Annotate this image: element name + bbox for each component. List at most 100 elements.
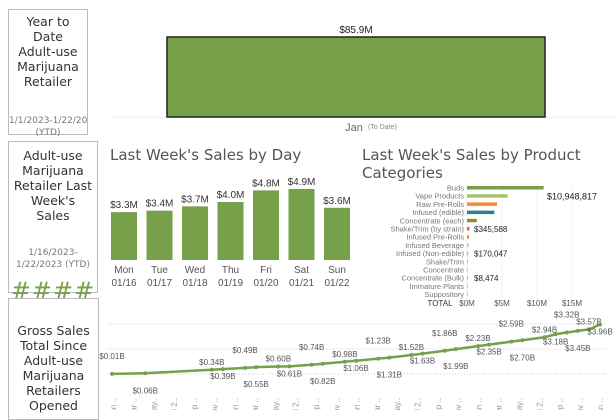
- category-x-tick: $5M: [494, 299, 510, 308]
- daily-bar-label: $3.6M: [323, 196, 351, 207]
- gross-sales-point: [143, 371, 148, 376]
- daily-bar-label: $3.7M: [181, 194, 209, 205]
- line-x-tick: Mar ..: [251, 398, 260, 410]
- lastweek-card-range2: 1/22/2023 (YTD): [16, 260, 90, 270]
- gross-sales-label: $0.34B: [199, 358, 224, 367]
- category-bar: [467, 210, 495, 215]
- daily-chart-title: Last Week's Sales by Day: [110, 146, 302, 164]
- line-x-tick: Jan ..: [474, 398, 483, 410]
- category-bar: [467, 259, 468, 264]
- line-x-tick: Sep ..: [190, 398, 199, 410]
- gross-sales-label: $2.59B: [499, 320, 524, 329]
- gross-sales-point: [442, 348, 447, 353]
- ytd-card-title: Year to Date Adult-use Marijuana Retaile…: [17, 14, 79, 89]
- line-x-tick: Nov ..: [332, 398, 341, 410]
- line-x-tick: May..: [271, 398, 280, 410]
- daily-bar-label: $3.3M: [110, 200, 138, 211]
- line-x-tick: Sep ..: [434, 398, 443, 410]
- category-label: Suppository: [424, 290, 464, 299]
- ytd-x-tick: Jan: [345, 122, 363, 134]
- gross-sales-label: $0.82B: [310, 377, 335, 386]
- gross-sales-point: [254, 365, 259, 370]
- line-x-tick: Jul 2..: [414, 398, 423, 410]
- gross-sales-line: [111, 323, 601, 376]
- ytd-bar: [166, 36, 546, 118]
- line-x-tick: May..: [150, 398, 159, 410]
- category-label: Concentrate (Bulk): [401, 274, 464, 283]
- daily-bar-label: $4.0M: [217, 190, 245, 201]
- line-x-tick: Jul 2..: [292, 398, 301, 410]
- gross-sales-label: $2.35B: [476, 348, 501, 357]
- gross-sales-point: [354, 358, 358, 363]
- daily-day-tick: Sat: [294, 265, 309, 276]
- gross-sales-point: [309, 362, 314, 367]
- gross-sales-label: $1.23B: [366, 337, 391, 346]
- category-bar: [467, 284, 468, 288]
- category-label: Vape Products: [415, 192, 464, 201]
- daily-day-tick: Fri: [260, 265, 272, 276]
- line-x-tick: May..: [515, 398, 524, 410]
- daily-bar: [146, 210, 173, 260]
- line-x-tick: Mar ..: [373, 398, 382, 410]
- gross-sales-label: $0.61B: [277, 369, 302, 378]
- gross-sales-label: $1.06B: [343, 364, 368, 373]
- line-x-tick: Mar ..: [495, 398, 504, 410]
- ytd-x-subtick: (To Date): [368, 124, 397, 131]
- category-label: Concentrate: [423, 266, 464, 275]
- gross-sales-label: $3.96B: [587, 328, 612, 337]
- category-bar: [467, 235, 470, 239]
- gross-sales-point: [409, 353, 414, 357]
- gross-sales-label: $0.98B: [332, 350, 357, 359]
- ytd-card-range: 1/1/2023-1/22/2023: [9, 116, 87, 126]
- ytd-card-range2: (YTD): [35, 128, 61, 138]
- category-bar: [467, 276, 468, 280]
- gross-sales-point: [598, 322, 602, 327]
- gross-sales-point: [209, 367, 214, 372]
- daily-bar: [182, 206, 208, 260]
- daily-date-tick: 01/17: [147, 278, 172, 289]
- gross-sales-point: [320, 361, 325, 366]
- category-label: Raw Pre-Rolls: [416, 200, 464, 209]
- daily-bar-label: $4.8M: [252, 178, 280, 189]
- gross-sales-label: $0.74B: [299, 343, 324, 352]
- category-bar: [467, 186, 544, 190]
- gross-sales-label: $1.86B: [432, 329, 457, 338]
- gross-sales-label: $3.32B: [554, 311, 579, 320]
- category-bar: [467, 227, 470, 231]
- gross-sales-point: [376, 356, 381, 361]
- gross-card-title: Gross Sales Total Since Adult-use Mariju…: [17, 323, 90, 413]
- line-x-tick: Jul 2..: [535, 398, 544, 410]
- lastweek-card: Adult-use Marijuana Retailer Last Week's…: [8, 141, 98, 305]
- gross-sales-point: [487, 342, 492, 347]
- gross-sales-label: $0.06B: [133, 386, 158, 395]
- daily-bar-label: $4.9M: [288, 177, 316, 188]
- gross-sales-point: [575, 328, 580, 333]
- category-label: Infused (Non-edible): [396, 249, 464, 258]
- category-chart-title: Last Week's Sales by Product Categories: [362, 146, 581, 182]
- gross-sales-label: $2.23B: [465, 334, 490, 343]
- line-x-tick: Nov ..: [454, 398, 463, 410]
- line-x-tick: May..: [393, 398, 402, 410]
- category-bar: [467, 194, 508, 198]
- category-bar: [467, 251, 469, 256]
- category-x-tick: $15M: [562, 299, 582, 308]
- charts-canvas: $85.9M Jan (To Date) $3.3M Mon 01/16 $3.4M Tue 0…: [99, 25, 615, 410]
- category-value-label: $345,588: [474, 225, 508, 234]
- line-x-tick: Jan ..: [231, 398, 240, 410]
- gross-sales-label: $1.63B: [410, 357, 435, 366]
- line-x-tick: Jul 2..: [170, 398, 179, 410]
- category-label: Shake/Trim (by strain): [391, 225, 465, 234]
- daily-bar: [324, 207, 350, 260]
- category-x-tick: $0M: [459, 299, 475, 308]
- category-value-label: $170,047: [474, 250, 508, 259]
- category-label: Infused Beverage: [405, 241, 464, 250]
- category-value-label: $10,948,817: [547, 192, 597, 202]
- category-x-tick: $10M: [527, 299, 547, 308]
- gross-sales-label: $0.55B: [244, 380, 269, 389]
- daily-date-tick: 01/16: [111, 278, 136, 289]
- gross-card: Gross Sales Total Since Adult-use Mariju…: [8, 298, 99, 420]
- gross-sales-label: $3.45B: [565, 344, 590, 353]
- daily-bar: [111, 212, 137, 260]
- gross-sales-point: [220, 367, 225, 372]
- line-x-tick: Mar ..: [129, 398, 138, 410]
